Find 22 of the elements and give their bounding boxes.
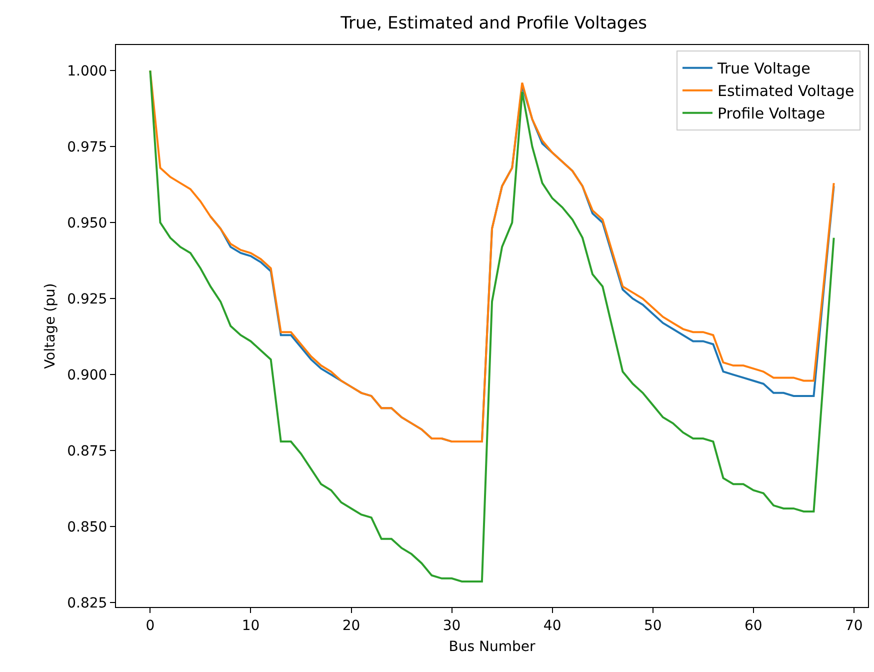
x-tick-label: 0: [146, 618, 155, 634]
x-tick-label: 50: [644, 618, 662, 634]
y-tick-label: 0.900: [67, 368, 108, 384]
x-axis-title: Bus Number: [448, 639, 536, 656]
legend-label: True Voltage: [716, 60, 810, 78]
x-tick-label: 40: [543, 618, 562, 634]
y-tick-label: 1.000: [67, 63, 108, 80]
x-tick-label: 30: [442, 618, 461, 634]
y-tick-label: 0.825: [67, 596, 108, 612]
chart-title: True, Estimated and Profile Voltages: [340, 14, 648, 34]
y-tick-label: 0.950: [67, 216, 108, 232]
x-tick-label: 60: [744, 618, 762, 634]
x-tick-label: 10: [242, 618, 260, 634]
legend-label: Estimated Voltage: [717, 82, 854, 100]
legend-label: Profile Voltage: [717, 104, 826, 123]
y-axis-title: Voltage (pu): [42, 283, 59, 369]
y-tick-label: 0.975: [67, 139, 108, 156]
y-tick-label: 0.850: [67, 520, 108, 536]
y-tick-label: 0.925: [67, 292, 108, 308]
x-tick-label: 70: [845, 618, 863, 634]
y-tick-label: 0.875: [67, 444, 108, 460]
x-tick-label: 20: [342, 618, 360, 634]
